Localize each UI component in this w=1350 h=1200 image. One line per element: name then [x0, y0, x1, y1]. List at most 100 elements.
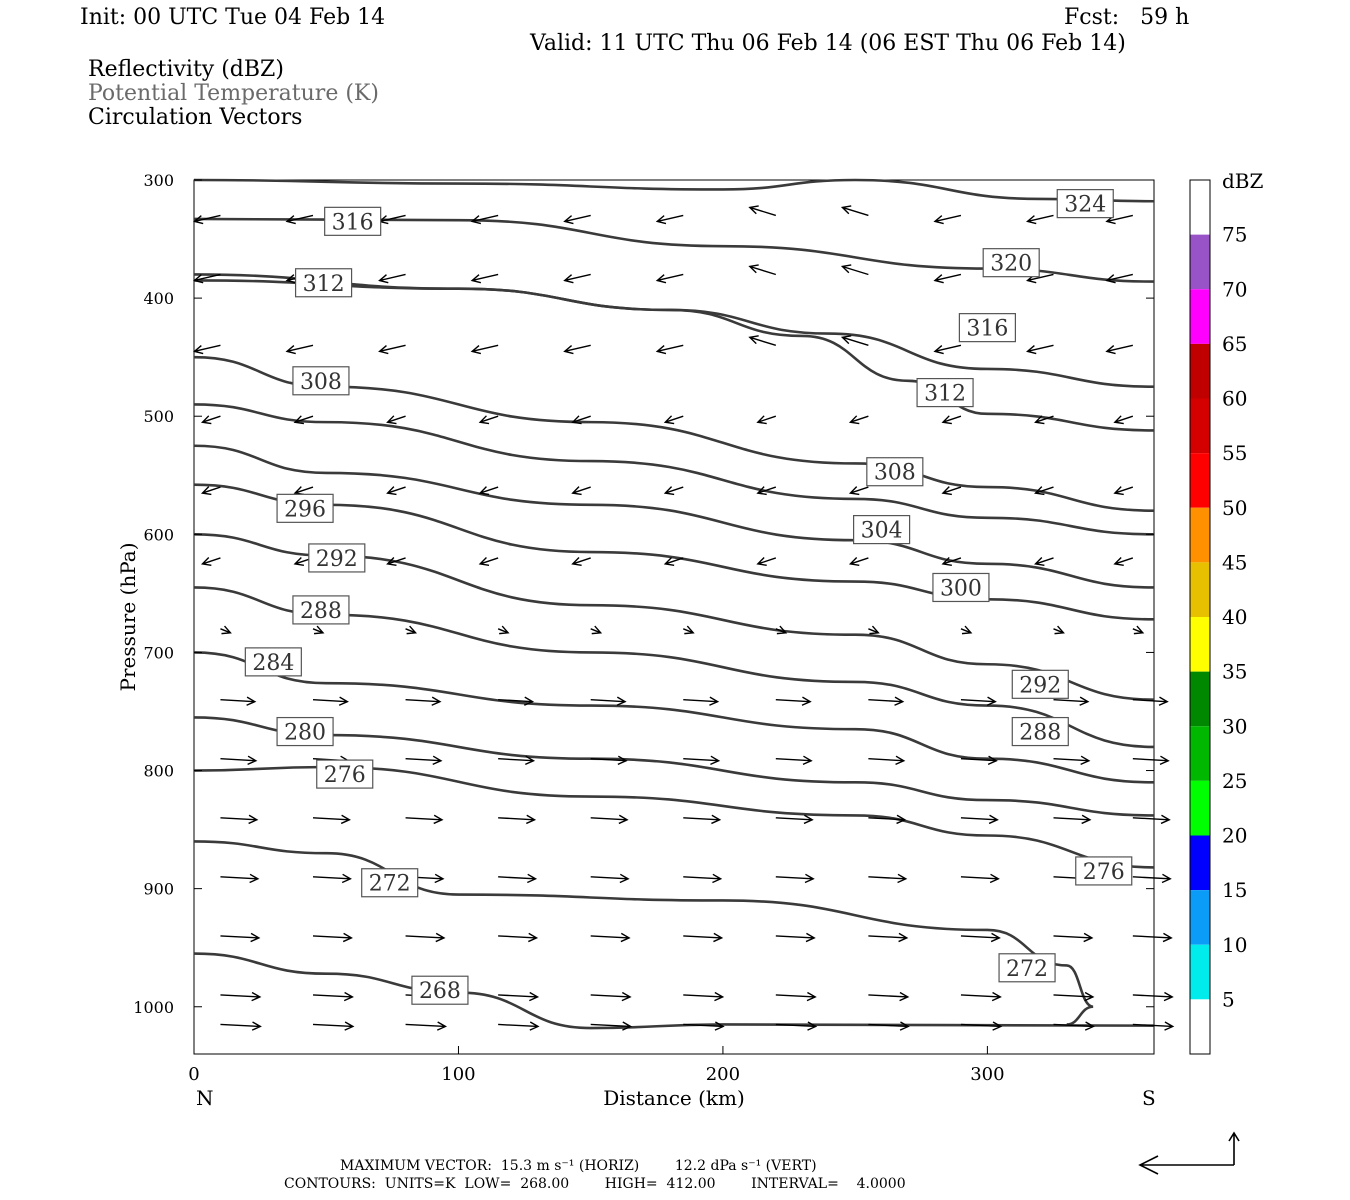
- circulation-vector: [683, 991, 725, 1002]
- circulation-vector: [590, 1021, 633, 1031]
- contour-label: 300: [940, 576, 982, 601]
- circulation-vectors: [192, 205, 1175, 1031]
- circulation-vector: [1132, 625, 1145, 635]
- circulation-vector: [748, 335, 777, 347]
- circulation-vector: [1034, 557, 1054, 566]
- colorbar-border: [1189, 179, 1211, 1055]
- circulation-vector: [655, 214, 684, 225]
- circulation-vector: [200, 486, 221, 496]
- max-vector-note: MAXIMUM VECTOR: 15.3 m s⁻¹ (HORIZ) 12.2 …: [340, 1158, 817, 1174]
- circulation-vector: [683, 932, 724, 943]
- circulation-vector: [571, 557, 591, 566]
- circulation-vector: [1034, 415, 1054, 425]
- colorbar-swatch: [1190, 835, 1210, 891]
- contour-label-box: [244, 647, 302, 677]
- circulation-vector: [1113, 415, 1134, 425]
- colorbar-level-label: 75: [1222, 223, 1247, 247]
- circulation-vector: [960, 873, 1000, 884]
- contour-label: 288: [300, 599, 342, 624]
- circulation-vector: [848, 557, 869, 566]
- circulation-vector: [933, 214, 962, 225]
- circulation-vector: [220, 873, 260, 884]
- contour-label: 276: [324, 763, 366, 788]
- colorbar-title: dBZ: [1222, 169, 1264, 193]
- field-theta-label: Potential Temperature (K): [88, 81, 379, 106]
- circulation-vector: [220, 625, 232, 635]
- contour-label-box: [316, 759, 374, 789]
- circulation-vector: [386, 415, 406, 425]
- circulation-vector: [590, 814, 629, 825]
- circulation-vector: [1132, 1021, 1175, 1031]
- circulation-vector: [1053, 932, 1094, 943]
- plot-border: [193, 179, 1155, 1055]
- colorbar-swatch: [1190, 671, 1210, 727]
- axes: 300 400 500 600 700 800 900 1000 0 100 200 300 Dista…: [116, 171, 1156, 1110]
- circulation-vector: [478, 486, 499, 496]
- north-end-label: N: [196, 1086, 214, 1110]
- circulation-vector: [775, 1021, 818, 1031]
- circulation-vector: [1053, 1021, 1095, 1031]
- init-time: Init: 00 UTC Tue 04 Feb 14: [80, 5, 386, 30]
- circulation-vector: [563, 273, 591, 284]
- colorbar-swatch: [1190, 890, 1210, 945]
- colorbar-level-label: 10: [1222, 933, 1247, 957]
- circulation-vector: [868, 932, 909, 943]
- colorbar-swatch: [1190, 453, 1210, 508]
- circulation-vector: [498, 696, 535, 706]
- colorbar-swatch: [1190, 507, 1210, 563]
- circulation-vector: [775, 991, 817, 1002]
- contour-label: 296: [284, 497, 326, 522]
- y-tick-label: 800: [143, 762, 174, 781]
- circulation-vector: [470, 344, 499, 355]
- x-tick-label: 100: [441, 1064, 475, 1085]
- circulation-vector: [1132, 814, 1171, 825]
- circulation-vector: [405, 814, 444, 825]
- circulation-vector: [312, 625, 325, 635]
- circulation-vector: [1025, 214, 1054, 225]
- circulation-vector: [498, 932, 539, 943]
- contour-label-box: [292, 366, 350, 396]
- circulation-vector: [941, 486, 962, 496]
- colorbar-level-label: 25: [1222, 769, 1247, 793]
- circulation-vector: [1132, 696, 1169, 706]
- circulation-vector: [960, 625, 973, 635]
- circulation-vector: [220, 814, 259, 825]
- colorbar-swatch: [1190, 180, 1210, 235]
- colorbar-swatch: [1190, 343, 1210, 399]
- isentrope-304: [193, 403, 1155, 536]
- colorbar-swatch: [1190, 999, 1210, 1054]
- contour-label-box: [1011, 669, 1069, 699]
- contour-label: 272: [1006, 957, 1048, 982]
- colorbar-level-label: 65: [1222, 332, 1247, 356]
- circulation-vector: [285, 344, 314, 355]
- forecast-hour: Fcst: 59 h: [1064, 5, 1190, 30]
- x-tick-label: 200: [706, 1064, 740, 1085]
- circulation-vector: [312, 873, 352, 884]
- valid-time: Valid: 11 UTC Thu 06 Feb 14 (06 EST Thu …: [530, 31, 1126, 56]
- circulation-vector: [571, 415, 591, 425]
- y-tick-label: 900: [143, 880, 174, 899]
- x-tick-label: 300: [970, 1064, 1004, 1085]
- circulation-vector: [498, 873, 538, 884]
- contour-label-box: [853, 514, 911, 545]
- circulation-vector: [1113, 557, 1134, 566]
- isentrope-300: [193, 444, 1155, 589]
- contour-label-box: [982, 248, 1040, 278]
- circulation-vector: [571, 486, 591, 496]
- circulation-vector: [312, 991, 354, 1002]
- circulation-vector: [478, 557, 499, 566]
- circulation-vector: [848, 486, 869, 496]
- contour-label-box: [294, 268, 353, 298]
- circulation-vector: [498, 814, 537, 825]
- circulation-vector: [960, 1021, 1003, 1031]
- y-tick-label: 300: [143, 171, 174, 190]
- circulation-vector: [192, 344, 221, 355]
- circulation-vector: [655, 344, 684, 355]
- circulation-vector: [775, 696, 812, 706]
- contour-label-box: [998, 953, 1056, 983]
- colorbar-level-label: 70: [1222, 277, 1247, 301]
- colorbar-level-label: 50: [1222, 496, 1247, 520]
- circulation-vector: [405, 1021, 448, 1031]
- contour-label: 276: [1083, 860, 1125, 885]
